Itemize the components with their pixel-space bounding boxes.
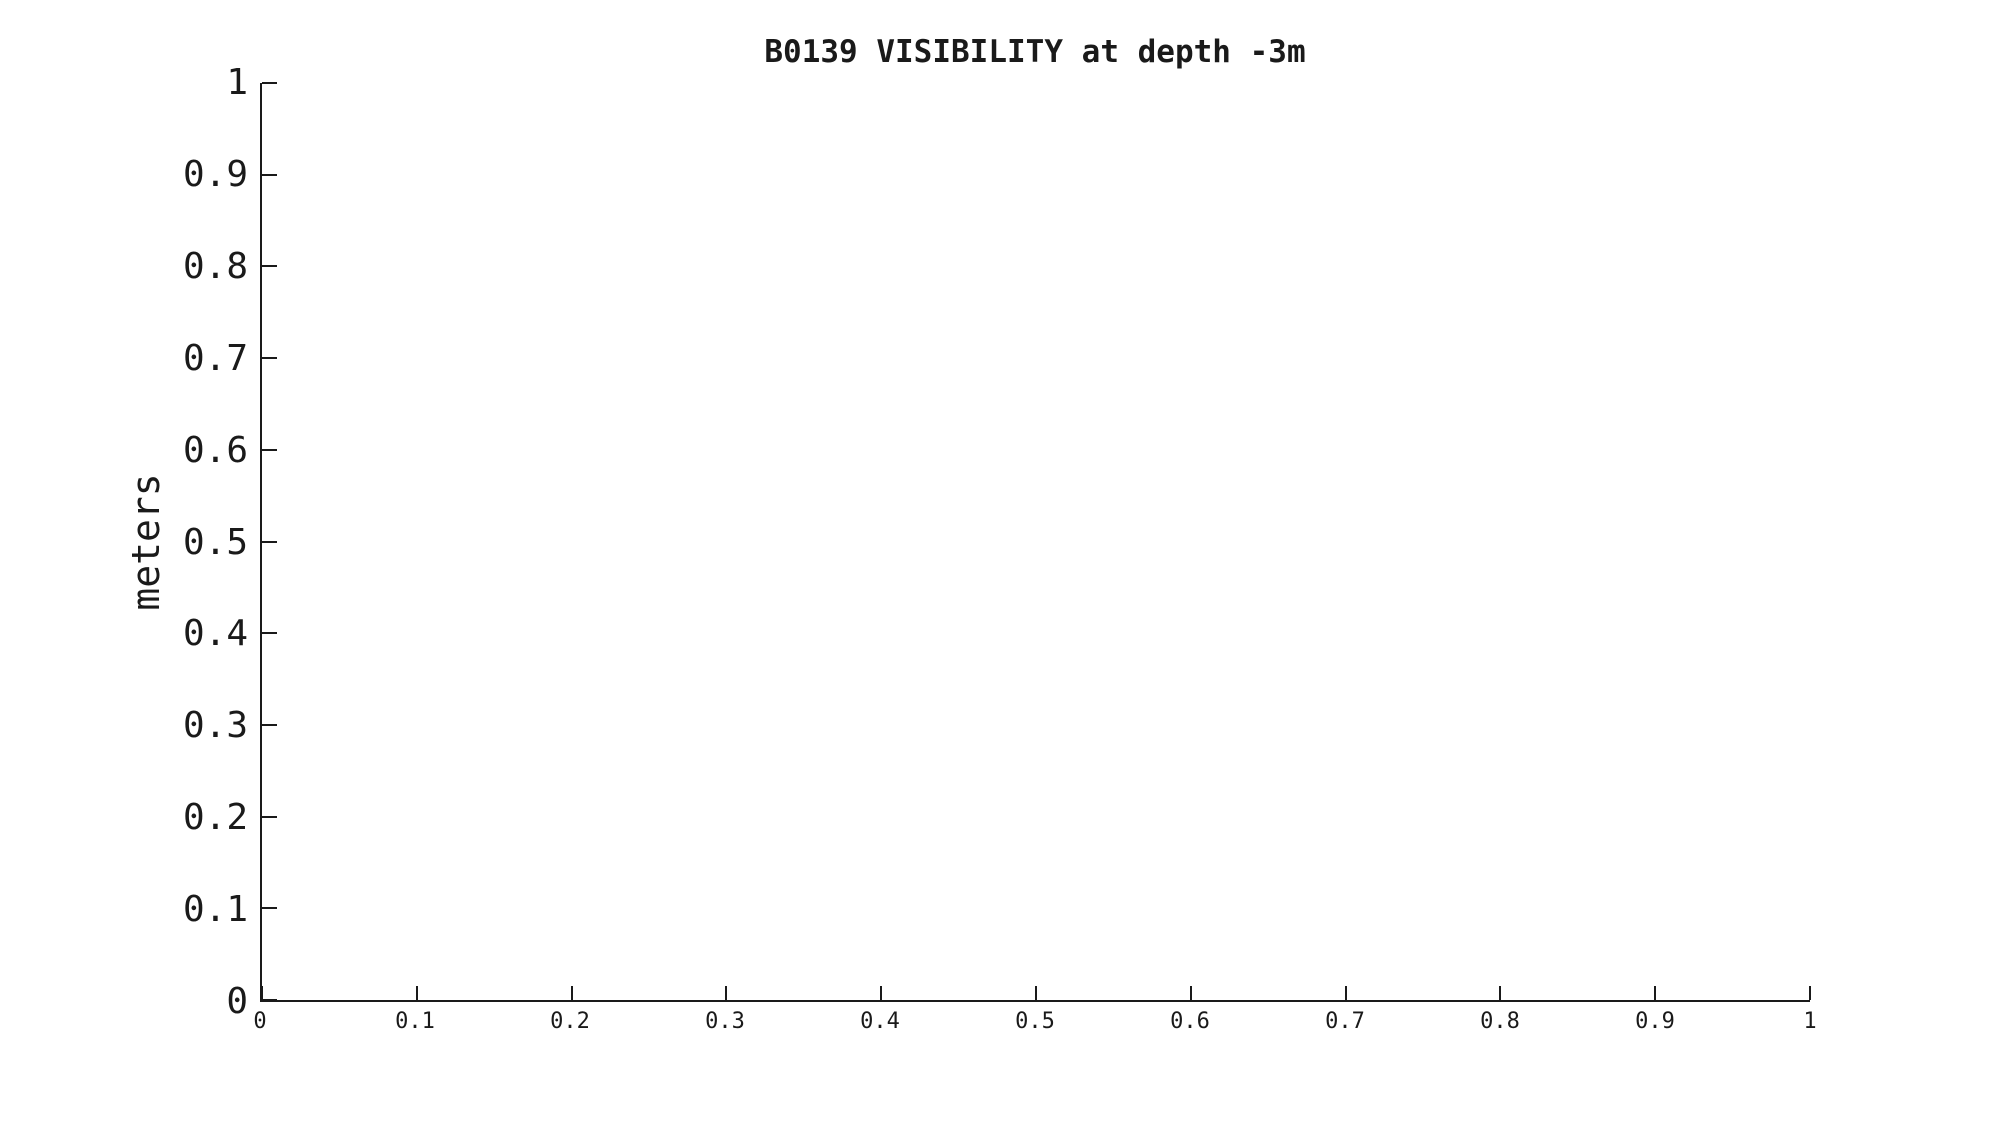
x-tick-label: 0.2 xyxy=(550,1009,590,1034)
y-tick-label: 0.3 xyxy=(182,705,248,747)
x-tick-label: 0.7 xyxy=(1325,1009,1365,1034)
x-tick xyxy=(1499,986,1502,1000)
y-tick xyxy=(262,999,277,1001)
y-tick-label: 1 xyxy=(226,62,248,103)
y-tick-label: 0.8 xyxy=(182,245,248,287)
x-tick-label: 0.3 xyxy=(705,1009,745,1034)
y-tick xyxy=(262,82,277,84)
y-tick xyxy=(262,173,277,176)
y-tick xyxy=(262,265,277,268)
y-axis-label: meters xyxy=(124,473,168,611)
x-tick-label: 0 xyxy=(253,1009,267,1034)
y-tick xyxy=(262,448,277,451)
y-tick-label: 0.9 xyxy=(182,153,248,195)
x-tick xyxy=(1654,986,1657,1000)
y-tick-label: 0 xyxy=(226,981,248,1022)
y-tick xyxy=(262,815,277,818)
y-tick xyxy=(262,723,277,726)
y-tick-label: 0.5 xyxy=(182,521,248,563)
x-tick xyxy=(261,986,263,1000)
x-tick xyxy=(1035,986,1037,1000)
y-tick-label: 0.1 xyxy=(182,889,248,931)
x-tick xyxy=(1809,986,1811,1000)
x-tick xyxy=(570,986,573,1000)
x-tick xyxy=(880,986,883,1000)
plot-area xyxy=(260,82,1811,1002)
y-tick xyxy=(262,632,277,635)
y-tick-label: 0.6 xyxy=(182,429,248,471)
x-tick xyxy=(1189,986,1192,1000)
chart-title: B0139 VISIBILITY at depth -3m xyxy=(764,34,1306,70)
x-tick-label: 0.4 xyxy=(860,1009,900,1034)
y-tick-label: 0.4 xyxy=(182,613,248,655)
y-tick xyxy=(262,357,277,360)
x-tick xyxy=(1344,986,1347,1000)
y-tick xyxy=(262,907,277,910)
y-tick-label: 0.2 xyxy=(182,797,248,839)
x-tick-label: 1 xyxy=(1803,1009,1817,1034)
x-tick-label: 0.6 xyxy=(1170,1009,1210,1034)
x-tick xyxy=(725,986,728,1000)
y-tick xyxy=(262,540,277,543)
x-tick-label: 0.8 xyxy=(1480,1009,1520,1034)
x-tick-label: 0.5 xyxy=(1015,1009,1055,1034)
x-tick xyxy=(415,986,418,1000)
y-tick-label: 0.7 xyxy=(182,337,248,379)
x-tick-label: 0.9 xyxy=(1635,1009,1675,1034)
x-tick-label: 0.1 xyxy=(395,1009,435,1034)
